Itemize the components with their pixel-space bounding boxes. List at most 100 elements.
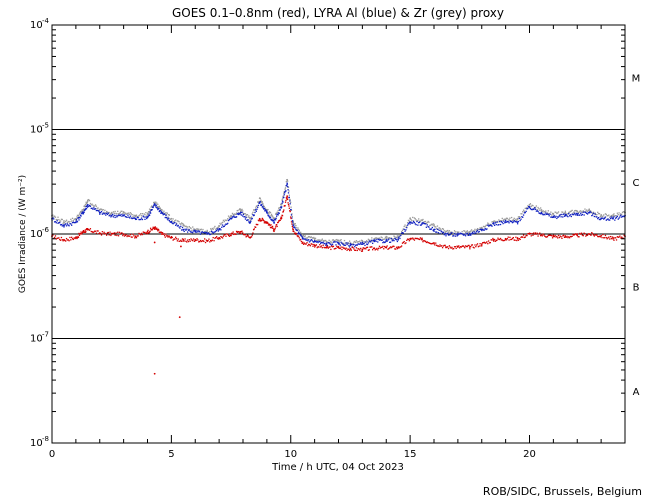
data-point — [69, 220, 71, 223]
data-point — [509, 220, 511, 222]
data-point — [293, 223, 295, 225]
data-point — [437, 228, 439, 231]
outlier-point-1 — [180, 245, 182, 248]
data-point — [363, 240, 365, 243]
data-point — [216, 228, 219, 230]
data-point — [406, 238, 409, 240]
data-point — [140, 218, 142, 221]
data-point — [450, 231, 452, 233]
data-point — [606, 238, 608, 240]
data-point — [286, 197, 288, 199]
data-point — [297, 232, 299, 235]
data-point — [517, 239, 520, 241]
data-point — [547, 213, 549, 215]
data-point — [105, 233, 107, 235]
data-point — [181, 229, 183, 231]
data-point — [487, 224, 489, 226]
data-point — [192, 231, 194, 234]
data-point — [453, 246, 456, 248]
data-point — [377, 247, 380, 249]
data-point — [176, 220, 179, 222]
data-point — [474, 244, 476, 246]
data-point — [112, 232, 115, 235]
data-point — [67, 239, 69, 241]
data-point — [449, 233, 451, 236]
data-point — [572, 212, 574, 214]
data-point — [519, 219, 521, 222]
data-point — [555, 211, 557, 214]
data-point — [234, 216, 236, 218]
data-point — [623, 234, 625, 237]
data-point — [490, 239, 492, 241]
data-point — [569, 210, 572, 213]
data-point — [343, 247, 345, 249]
data-point — [77, 214, 80, 216]
data-point — [165, 212, 167, 214]
data-point — [480, 228, 483, 231]
data-point — [532, 234, 534, 236]
data-point — [413, 217, 416, 219]
data-point — [343, 247, 346, 249]
data-point — [146, 232, 148, 234]
data-point — [393, 245, 395, 248]
data-point — [192, 238, 195, 240]
data-point — [264, 222, 267, 224]
data-point — [400, 246, 402, 248]
data-point — [239, 209, 242, 211]
data-point — [360, 242, 362, 244]
data-point — [389, 237, 392, 240]
data-point — [558, 214, 561, 216]
data-point — [617, 214, 619, 216]
data-point — [309, 236, 312, 239]
data-point — [94, 208, 97, 210]
data-point — [498, 219, 500, 221]
data-point — [612, 236, 614, 239]
data-point — [602, 217, 604, 219]
data-point — [267, 212, 270, 214]
data-point — [578, 236, 580, 238]
data-point — [609, 219, 611, 221]
data-point — [144, 231, 146, 234]
data-point — [218, 236, 221, 239]
data-point — [464, 233, 466, 235]
data-point — [411, 219, 413, 222]
y-tick-exponent-0: -8 — [42, 435, 49, 443]
data-point — [508, 222, 510, 224]
data-point — [273, 221, 275, 223]
y-tick-label-0: 10 — [30, 438, 43, 449]
data-point — [445, 233, 447, 235]
data-point — [331, 245, 333, 247]
data-point — [395, 239, 398, 241]
data-point — [289, 203, 291, 205]
data-point — [52, 217, 54, 219]
data-point — [209, 233, 212, 235]
data-point — [215, 236, 218, 238]
data-point — [491, 239, 493, 241]
data-point — [607, 215, 609, 217]
data-point — [65, 225, 68, 227]
data-point — [377, 241, 379, 243]
data-point — [147, 210, 150, 213]
data-point — [263, 208, 266, 210]
data-point — [103, 231, 105, 233]
data-point — [210, 230, 213, 233]
data-point — [552, 213, 555, 216]
data-point — [284, 187, 287, 189]
data-point — [539, 232, 541, 234]
data-point — [94, 205, 96, 207]
data-point — [491, 225, 493, 227]
data-point — [553, 215, 555, 217]
data-point — [273, 222, 275, 224]
data-point — [213, 227, 215, 229]
data-point — [431, 226, 433, 229]
data-point — [534, 207, 536, 209]
data-point — [335, 239, 337, 241]
data-point — [53, 236, 56, 239]
data-point — [148, 214, 151, 216]
data-point — [608, 236, 610, 238]
data-point — [93, 231, 95, 233]
data-point — [332, 245, 335, 247]
data-point — [297, 228, 300, 231]
data-point — [546, 213, 549, 215]
data-point — [582, 235, 584, 237]
